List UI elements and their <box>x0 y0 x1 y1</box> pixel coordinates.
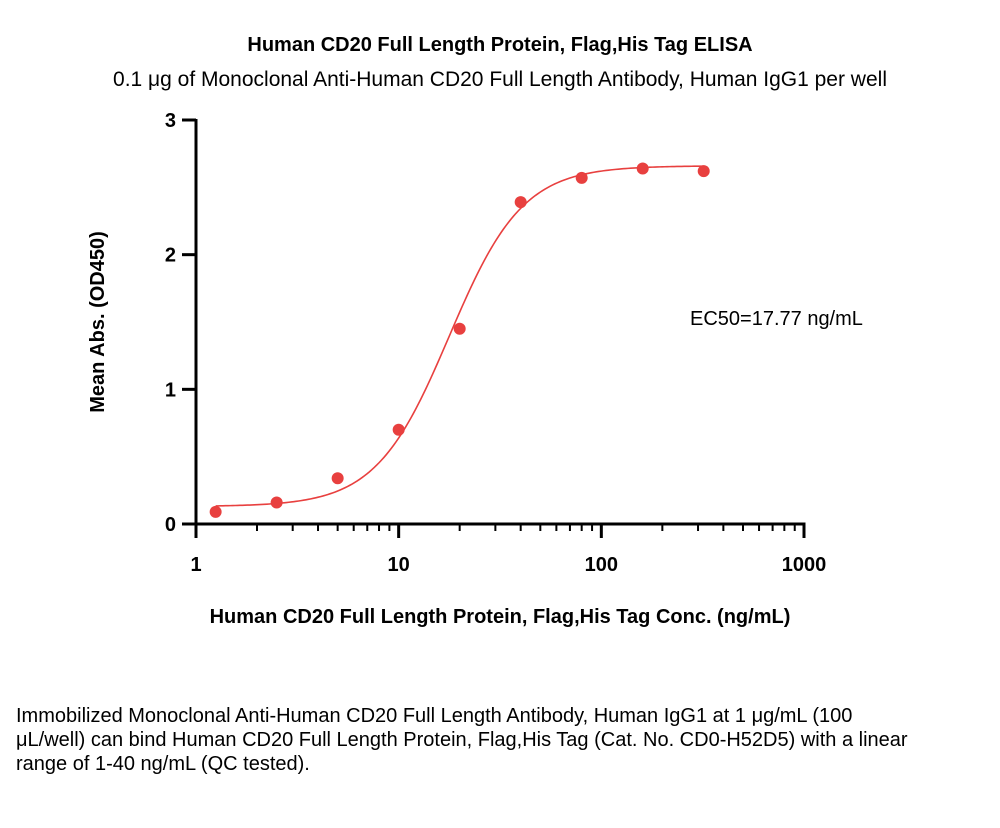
data-point <box>697 165 710 178</box>
y-tick-label: 1 <box>165 379 176 401</box>
data-point <box>392 423 405 436</box>
data-point <box>453 322 466 335</box>
data-point <box>636 162 649 175</box>
x-tick-label: 10 <box>388 554 410 576</box>
x-tick-label: 100 <box>585 554 618 576</box>
y-tick-label: 2 <box>165 245 176 267</box>
chart-subtitle: 0.1 μg of Monoclonal Anti-Human CD20 Ful… <box>113 68 887 91</box>
data-point <box>575 171 588 184</box>
x-tick-label: 1 <box>190 554 201 576</box>
figure-caption: Immobilized Monoclonal Anti-Human CD20 F… <box>16 705 908 775</box>
chart-title: Human CD20 Full Length Protein, Flag,His… <box>247 34 753 56</box>
x-axis-label: Human CD20 Full Length Protein, Flag,His… <box>210 606 791 628</box>
y-axis-label: Mean Abs. (OD450) <box>87 231 109 413</box>
data-point <box>209 505 222 518</box>
fit-curve <box>215 165 704 507</box>
ec50-annotation: EC50=17.77 ng/mL <box>690 308 863 330</box>
data-point <box>514 196 527 209</box>
data-point <box>331 472 344 485</box>
y-tick-label: 0 <box>165 514 176 536</box>
x-tick-label: 1000 <box>782 554 827 576</box>
y-tick-label: 3 <box>165 110 176 132</box>
data-point <box>270 496 283 509</box>
data-points <box>209 162 710 518</box>
